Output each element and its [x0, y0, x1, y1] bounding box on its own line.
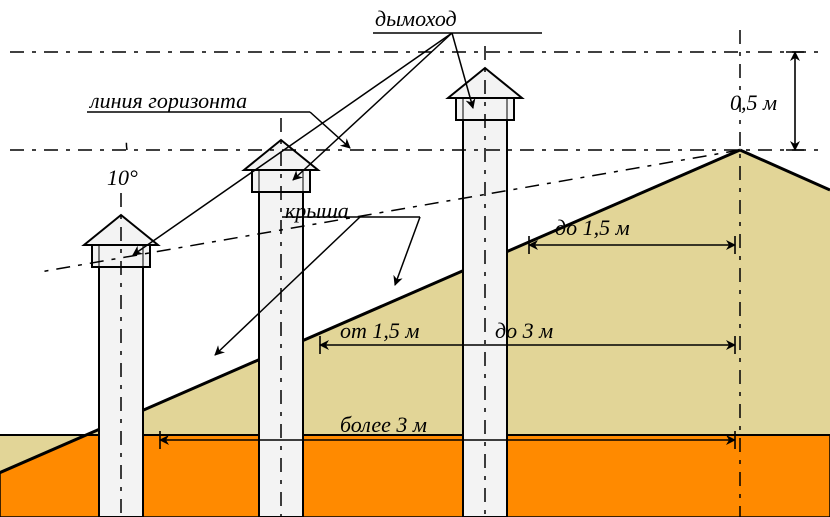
label-zone-far: более 3 м: [340, 412, 427, 437]
label-zone-mid-right: до 3 м: [495, 318, 553, 343]
label-height: 0,5 м: [730, 90, 777, 115]
label-roof: крыша: [285, 198, 349, 223]
label-zone-mid-left: от 1,5 м: [340, 318, 419, 343]
label-horizon: линия горизонта: [88, 88, 247, 113]
label-chimney: дымоход: [375, 6, 457, 31]
angle-arc: [126, 143, 127, 150]
label-zone-near: до 1,5 м: [555, 215, 630, 240]
label-angle: 10°: [107, 165, 138, 190]
